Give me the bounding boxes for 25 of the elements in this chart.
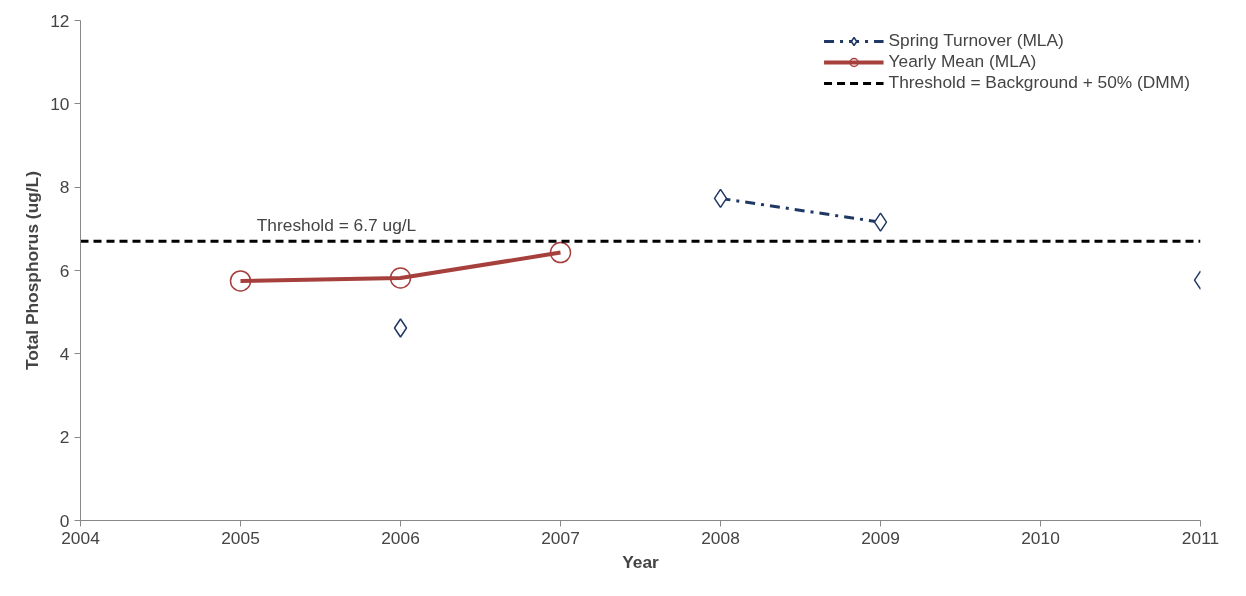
y-axis-title: Total Phosphorus (ug/L)	[22, 171, 43, 370]
x-tick-label: 2005	[221, 527, 260, 548]
x-tick-label: 2008	[701, 527, 740, 548]
point	[713, 188, 728, 209]
point	[549, 241, 572, 264]
x-tick-label: 2010	[1021, 527, 1060, 548]
y-tick-label: 6	[59, 260, 70, 281]
x-tick-label: 2006	[381, 527, 420, 548]
legend-label: Spring Turnover (MLA)	[888, 30, 1064, 51]
y-tick-label: 12	[50, 10, 70, 31]
x-axis-title: Year	[622, 551, 660, 572]
y-tick-label: 2	[59, 427, 70, 448]
legend-label: Threshold = Background + 50% (DMM)	[888, 72, 1190, 93]
y-tick-label: 10	[50, 93, 70, 114]
annotation: Threshold = 6.7 ug/L	[256, 215, 417, 236]
y-tick-label: 8	[59, 177, 70, 198]
point	[389, 267, 412, 289]
y-tick-label: 4	[59, 343, 70, 364]
x-tick-label: 2009	[861, 527, 900, 548]
x-tick-label: 2007	[541, 527, 580, 548]
legend-label: Yearly Mean (MLA)	[888, 51, 1037, 72]
point	[229, 270, 252, 292]
point	[873, 212, 888, 232]
point	[393, 318, 408, 338]
x-tick-label: 2011	[1181, 527, 1220, 548]
